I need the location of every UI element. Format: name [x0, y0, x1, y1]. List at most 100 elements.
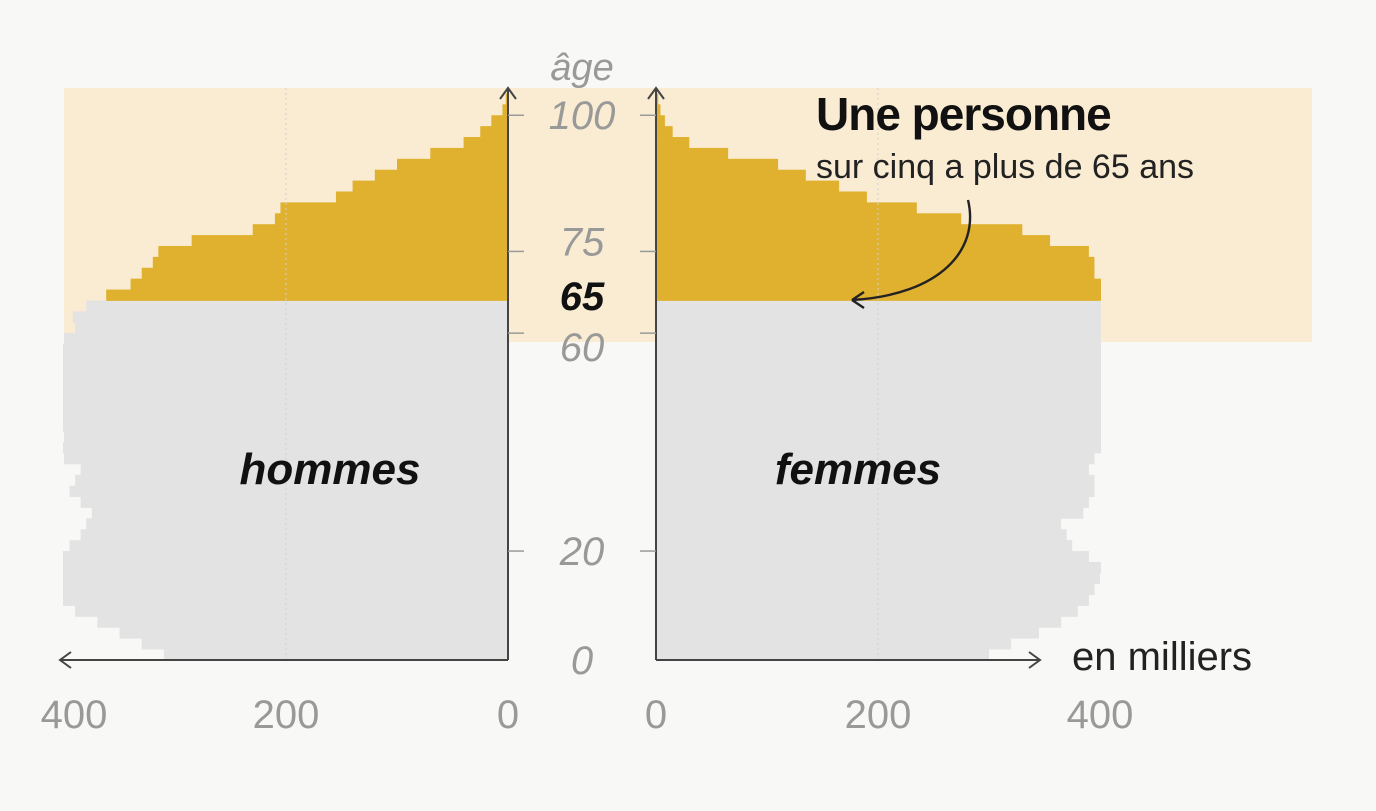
y-axis-right-arrowhead: [647, 86, 665, 100]
unit-label: en milliers: [1072, 635, 1252, 679]
bar-femmes: [656, 235, 1051, 247]
bar-hommes: [72, 311, 508, 323]
bar-hommes: [152, 256, 509, 269]
bar-femmes: [656, 322, 1101, 334]
bar-hommes: [63, 420, 508, 432]
x-axis-left-arrowhead: [58, 651, 72, 669]
bar-femmes: [656, 638, 1012, 650]
bar-femmes: [656, 594, 1089, 606]
bar-hommes: [252, 224, 508, 236]
annotation-title: Une personne: [816, 88, 1111, 140]
bar-hommes: [141, 267, 508, 280]
bar-hommes: [75, 605, 508, 617]
bar-hommes: [64, 431, 508, 443]
y-tick-label: 0: [571, 639, 593, 683]
bar-hommes: [480, 126, 508, 138]
bar-femmes: [656, 518, 1062, 530]
bar-hommes: [397, 158, 508, 171]
bar-femmes: [656, 420, 1101, 432]
bar-hommes: [63, 594, 508, 606]
bar-femmes: [656, 289, 1101, 301]
bar-hommes: [69, 485, 509, 497]
x-tick-label-hommes: 200: [253, 693, 320, 737]
bar-hommes: [75, 322, 508, 334]
bar-hommes: [352, 180, 508, 192]
bar-hommes: [130, 278, 508, 290]
y-tick-label: 100: [549, 94, 616, 138]
bar-hommes: [106, 289, 509, 301]
bar-femmes: [656, 474, 1095, 487]
bar-femmes: [656, 267, 1095, 280]
bars-women: [656, 93, 1101, 661]
bar-hommes: [63, 354, 508, 367]
bar-hommes: [63, 409, 508, 421]
bar-hommes: [86, 518, 508, 530]
men-label: hommes: [240, 445, 421, 494]
bar-hommes: [274, 213, 508, 225]
bar-hommes: [491, 115, 508, 127]
bar-hommes: [63, 365, 508, 378]
bar-femmes: [656, 452, 1095, 465]
bar-hommes: [97, 616, 509, 628]
annotation-arrow: [851, 199, 972, 302]
bar-hommes: [191, 235, 508, 247]
bar-femmes: [656, 104, 661, 116]
bar-hommes: [505, 93, 508, 105]
bar-femmes: [656, 627, 1039, 639]
bar-hommes: [163, 649, 508, 661]
x-tick-label-hommes: 400: [41, 693, 108, 737]
bar-hommes: [119, 627, 508, 639]
bar-femmes: [656, 256, 1095, 269]
bar-hommes: [63, 561, 508, 574]
bar-femmes: [656, 137, 690, 149]
y-tick-label: 20: [559, 530, 605, 574]
bar-femmes: [656, 551, 1089, 563]
bar-hommes: [91, 507, 508, 519]
annotation-text: sur cinq a plus de 65 ans: [816, 148, 1194, 186]
y-tick-label: 60: [560, 326, 605, 370]
axes: [58, 86, 1042, 669]
bar-hommes: [86, 300, 508, 312]
bar-femmes: [656, 354, 1101, 367]
annotation-arrowhead: [851, 291, 865, 309]
x-tick-label-femmes: 200: [845, 693, 912, 737]
bar-femmes: [656, 485, 1095, 497]
bar-femmes: [656, 169, 806, 182]
bar-femmes: [656, 463, 1089, 476]
bar-femmes: [656, 245, 1089, 258]
bar-hommes: [63, 551, 508, 563]
bar-femmes: [656, 431, 1101, 443]
bar-femmes: [656, 126, 673, 138]
y-tick-label: 75: [560, 220, 605, 264]
x-axis-right-arrowhead: [1028, 651, 1042, 669]
bar-femmes: [656, 496, 1089, 508]
bar-femmes: [656, 300, 1101, 312]
bar-hommes: [75, 474, 508, 487]
bar-femmes: [656, 507, 1084, 519]
y-axis-left-arrowhead: [499, 86, 517, 100]
bar-femmes: [656, 376, 1101, 389]
bar-femmes: [656, 409, 1101, 421]
x-tick-label-femmes: 0: [645, 693, 667, 737]
bar-hommes: [158, 245, 508, 258]
bar-hommes: [374, 169, 508, 182]
bar-hommes: [69, 540, 509, 552]
y-axis-label: âge: [550, 47, 613, 89]
bar-hommes: [80, 529, 509, 541]
bar-femmes: [656, 147, 729, 160]
bar-femmes: [656, 616, 1062, 628]
ticks: 0 20 60 65 75 100 400 200 0 0 200 400: [41, 94, 1134, 737]
bar-femmes: [656, 202, 917, 214]
bar-femmes: [656, 93, 659, 105]
bar-femmes: [656, 191, 867, 203]
bar-femmes: [656, 180, 840, 192]
bar-femmes: [656, 158, 779, 171]
bar-femmes: [656, 561, 1101, 574]
bar-hommes: [63, 442, 508, 454]
bar-femmes: [656, 213, 962, 225]
bar-hommes: [80, 496, 509, 508]
y-tick-label: 65: [560, 275, 605, 319]
bar-hommes: [430, 147, 508, 160]
